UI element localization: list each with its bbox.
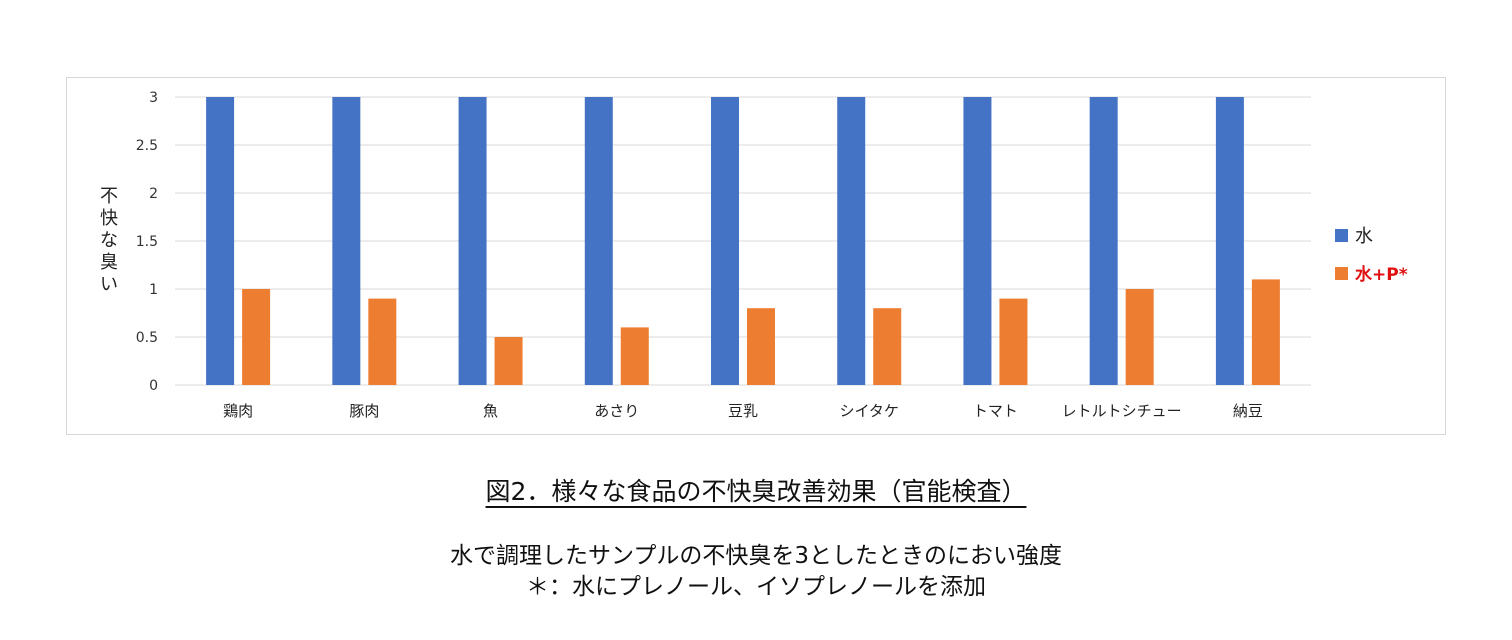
x-tick-label: 魚 (483, 402, 498, 420)
bar-water-plus-p-2 (494, 337, 523, 385)
x-tick-label: 豚肉 (349, 402, 379, 420)
x-tick-label: レトルトシチュー (1062, 402, 1182, 420)
legend-label: 水 (1355, 226, 1373, 247)
y-axis-label: 不快な臭い (100, 186, 118, 295)
bar-water-plus-p-7 (1125, 289, 1154, 385)
y-tick-label: 0 (149, 378, 158, 394)
bar-water-plus-p-3 (620, 327, 649, 385)
figure-title-text: 図2．様々な食品の不快臭改善効果（官能検査） (485, 477, 1027, 506)
bar-water-4 (711, 97, 739, 385)
y-tick-label: 3 (149, 90, 158, 106)
x-tick-label: トマト (973, 402, 1018, 420)
y-tick-label: 1.5 (136, 234, 158, 250)
legend-swatch (1335, 267, 1348, 280)
x-tick-label: 納豆 (1233, 402, 1263, 420)
bar-water-plus-p-8 (1251, 279, 1280, 385)
bar-water-8 (1215, 97, 1244, 385)
bar-water-plus-p-1 (368, 298, 397, 385)
caption-note-1: 水で調理したサンプルの不快臭を3としたときのにおい強度 (450, 543, 1062, 569)
x-axis-ticks: 鶏肉 豚肉 魚 あさり 豆乳 シイタケ トマト レトルトシチュー 納豆 (223, 402, 1263, 420)
bar-water-7 (1089, 97, 1118, 385)
gridlines (175, 96, 1311, 386)
bar-water-plus-p-0 (242, 289, 271, 385)
bar-water-2 (458, 97, 487, 385)
bar-water-plus-p-5 (873, 308, 902, 385)
bar-water-plus-p-6 (999, 298, 1028, 385)
y-axis-title: 不快な臭い (100, 186, 118, 295)
bar-water-0 (206, 97, 235, 385)
x-tick-label: シイタケ (840, 402, 899, 420)
legend-swatch (1335, 229, 1348, 242)
figure-title: 図2．様々な食品の不快臭改善効果（官能検査） (0, 472, 1512, 508)
x-tick-label: 豆乳 (728, 402, 758, 420)
bar-water-plus-p-4 (747, 308, 775, 385)
y-tick-label: 2.5 (136, 138, 158, 154)
legend: 水水+P* (1335, 226, 1408, 285)
y-tick-label: 1 (149, 282, 158, 298)
y-tick-label: 2 (149, 186, 158, 202)
y-tick-label: 0.5 (136, 330, 158, 346)
bar-water-3 (584, 97, 613, 385)
bar-water-6 (963, 97, 992, 385)
y-axis-ticks: 0 0.5 1 1.5 2 2.5 3 (136, 90, 158, 394)
legend-label: 水+P* (1355, 264, 1408, 285)
caption-note-2: ＊：水にプレノール、イソプレノールを添加 (526, 574, 986, 600)
x-tick-label: あさり (594, 402, 639, 420)
bar-water-5 (837, 97, 866, 385)
bars (206, 97, 1280, 385)
x-tick-label: 鶏肉 (223, 402, 253, 420)
bar-water-1 (332, 97, 361, 385)
